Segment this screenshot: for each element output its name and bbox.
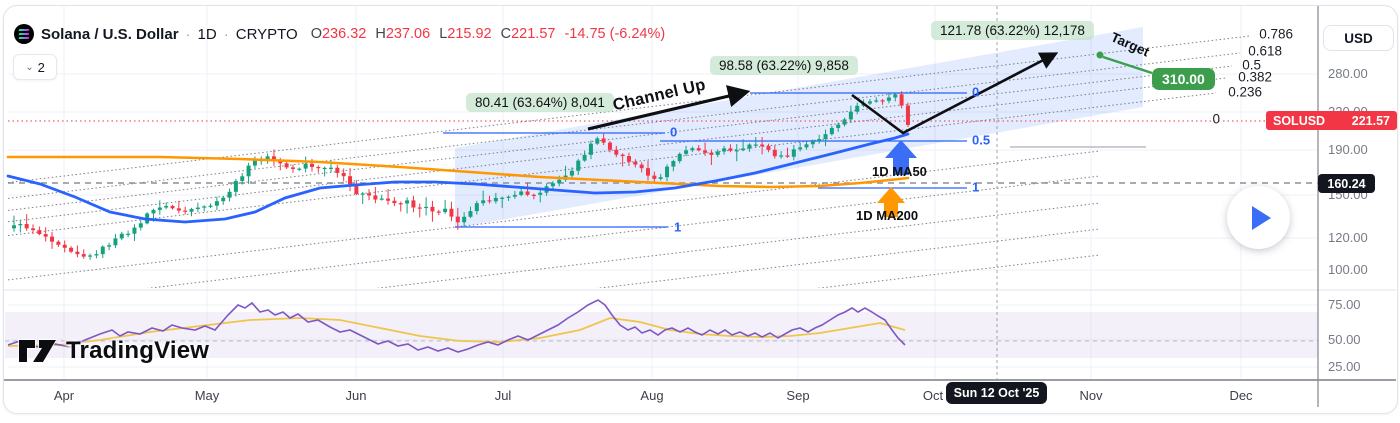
play-button[interactable] (1227, 186, 1290, 249)
price-change: -14.75 (-6.24%) (564, 26, 666, 42)
last-price-badge: SOLUSD 221.57 (1266, 111, 1397, 130)
play-icon (1252, 205, 1271, 230)
time-axis-label: Apr (53, 388, 75, 403)
fib-value-badge: 121.78 (63.22%) 12,178 (931, 21, 1094, 40)
indicator-count-button[interactable]: ⌄ 2 (13, 54, 57, 80)
interval-label[interactable]: 1D (197, 25, 217, 43)
solana-logo-icon (14, 24, 34, 44)
price-tick-label: 120.00 (1328, 230, 1368, 245)
ma50-annotation-label: 1D MA50 (872, 164, 927, 179)
time-axis-label: Sep (786, 388, 810, 403)
fib-value-badge: 80.41 (63.64%) 8,041 (466, 93, 614, 112)
time-axis-label: May (194, 388, 220, 403)
price-tick-label: 50.00 (1328, 332, 1361, 347)
fib-retracement-label: 0.5 (972, 132, 991, 148)
fib-extension-label: 0 (1212, 111, 1220, 127)
time-axis-label: Nov (1079, 388, 1103, 403)
fib-retracement-label: 1 (674, 219, 682, 235)
last-price-value: 221.57 (1351, 113, 1390, 128)
currency-toggle-button[interactable]: USD (1323, 25, 1394, 51)
tradingview-mark-icon (18, 339, 58, 363)
fib-extension-label: 0.236 (1228, 84, 1262, 100)
target-price-badge[interactable]: 310.00 (1152, 68, 1215, 90)
crosshair-date-tooltip: Sun 12 Oct '25 (946, 382, 1047, 404)
price-tick-label: 25.00 (1328, 359, 1361, 374)
fib-extension-label: 0.618 (1248, 43, 1282, 59)
fib-retracement-label: 1 (972, 179, 980, 195)
last-price-symbol: SOLUSD (1273, 113, 1326, 128)
level-160-badge: 160.24 (1318, 174, 1375, 193)
market-label[interactable]: CRYPTO (235, 25, 298, 43)
chart-header: Solana / U.S. Dollar · 1D · CRYPTO O236.… (14, 24, 665, 44)
chevron-down-icon: ⌄ (25, 61, 34, 73)
time-axis-label: Aug (640, 388, 664, 403)
time-axis-label: Jul (494, 388, 512, 403)
indicator-count: 2 (37, 59, 45, 75)
price-tick-label: 190.00 (1328, 142, 1368, 157)
ma200-annotation-label: 1D MA200 (856, 208, 919, 223)
symbol-title[interactable]: Solana / U.S. Dollar (41, 25, 179, 43)
fib-value-badge: 98.58 (63.22%) 9,858 (710, 56, 858, 75)
fib-extension-label: 0.786 (1259, 26, 1293, 42)
fib-retracement-label: 0 (670, 124, 678, 140)
fib-extension-label: 0.5 (1242, 57, 1261, 73)
tradingview-logo[interactable]: TradingView (18, 337, 209, 365)
ohlc-values: O236.32 H237.06 L215.92 C221.57 (310, 26, 556, 42)
fib-retracement-label: 0 (972, 84, 980, 100)
time-axis-label: Dec (1229, 388, 1253, 403)
tradingview-wordmark: TradingView (66, 337, 210, 364)
separator-dot: · (223, 25, 229, 43)
time-axis-label: Oct (922, 388, 944, 403)
price-tick-label: 100.00 (1328, 262, 1368, 277)
price-tick-label: 75.00 (1328, 297, 1361, 312)
separator-dot: · (185, 25, 191, 43)
time-axis-label: Jun (345, 388, 367, 403)
price-tick-label: 280.00 (1328, 66, 1368, 81)
fib-extension-label: 0.382 (1238, 69, 1272, 85)
